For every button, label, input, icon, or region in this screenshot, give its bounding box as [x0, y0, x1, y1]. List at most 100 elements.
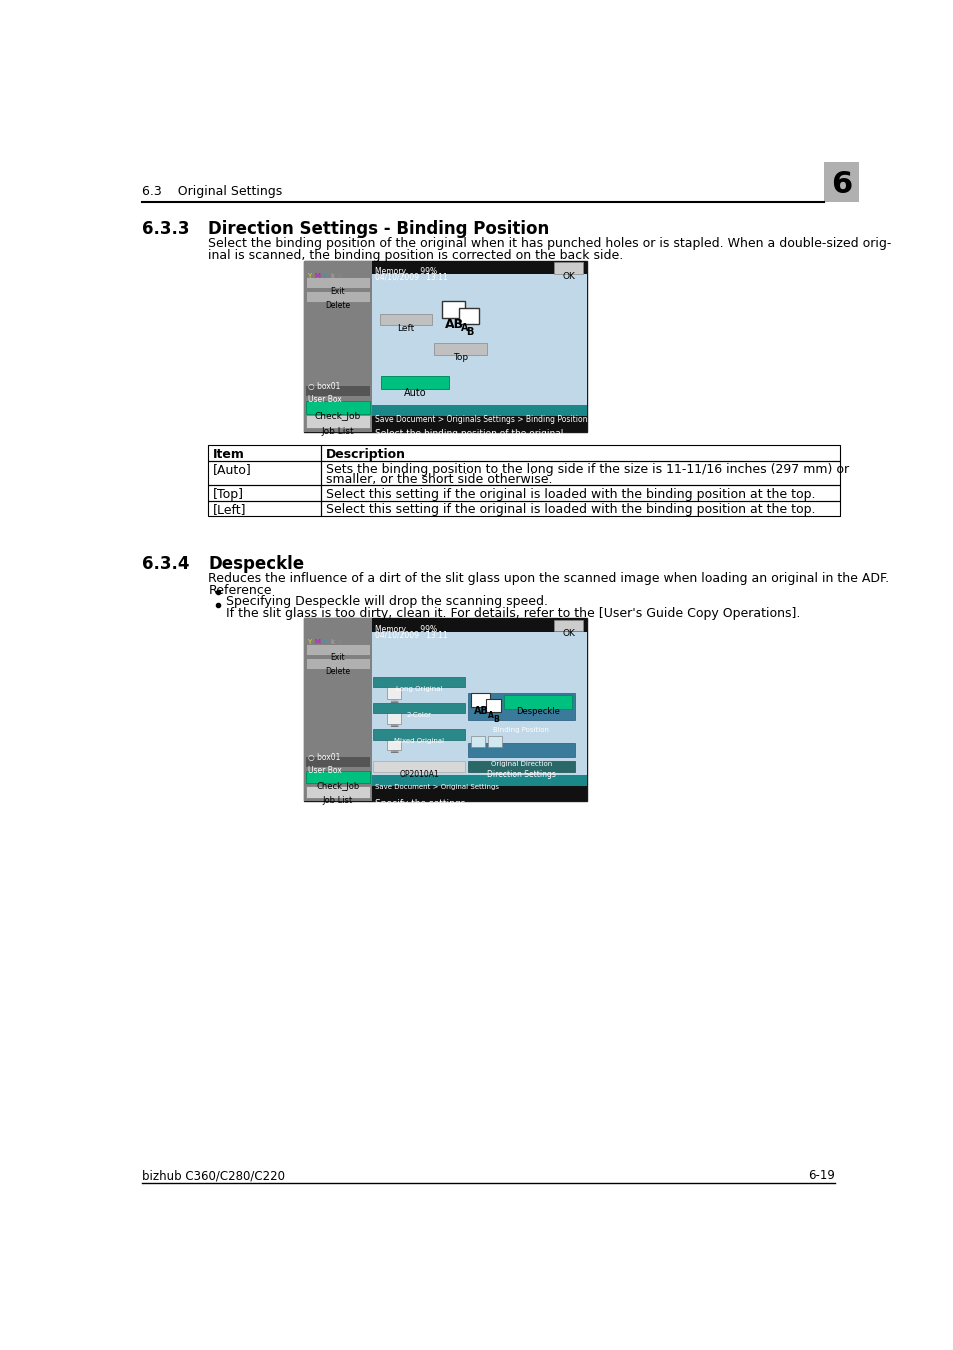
Bar [471, 736, 484, 747]
Text: Long Original: Long Original [395, 686, 442, 691]
Bar [468, 761, 575, 772]
Text: Exit: Exit [330, 653, 345, 663]
Text: ══: ══ [390, 698, 398, 703]
Bar [320, 446, 840, 460]
Text: Exit: Exit [330, 286, 345, 296]
Text: Sets the binding position to the long side if the size is 11-11/16 inches (297 m: Sets the binding position to the long si… [326, 463, 848, 477]
Text: ○ box01: ○ box01 [308, 382, 340, 391]
Text: 6: 6 [830, 170, 851, 198]
Bar [372, 618, 586, 632]
Text: ○ box01: ○ box01 [308, 753, 340, 763]
Text: k: k [331, 640, 335, 645]
Bar [306, 657, 369, 668]
Text: Reference: Reference [208, 585, 272, 597]
Text: [Top]: [Top] [213, 487, 244, 501]
Text: Top: Top [453, 352, 467, 362]
Bar [306, 401, 369, 414]
Bar [320, 460, 840, 486]
Text: [Auto]: [Auto] [213, 463, 252, 477]
Text: Job List: Job List [321, 427, 354, 436]
Bar [306, 290, 369, 302]
Bar [208, 446, 320, 460]
Bar [303, 261, 586, 432]
Text: Select the binding position of the original when it has punched holes or is stap: Select the binding position of the origi… [208, 238, 891, 251]
Bar [372, 416, 586, 432]
Bar [387, 686, 401, 699]
Text: Binding Position: Binding Position [493, 728, 549, 733]
Text: ══: ══ [390, 722, 398, 729]
Text: k: k [331, 273, 335, 279]
Text: Y: Y [307, 640, 311, 645]
Text: Check_Job: Check_Job [315, 782, 359, 791]
Text: Select this setting if the original is loaded with the binding position at the t: Select this setting if the original is l… [326, 504, 815, 516]
Bar [320, 501, 840, 516]
Bar [208, 486, 320, 501]
Text: Y: Y [307, 273, 311, 279]
Text: Memory      99%: Memory 99% [375, 267, 436, 277]
Text: 04/10/2009   13:11: 04/10/2009 13:11 [375, 630, 447, 639]
Text: Item: Item [213, 448, 245, 460]
Text: Reduces the influence of a dirt of the slit glass upon the scanned image when lo: Reduces the influence of a dirt of the s… [208, 571, 888, 585]
Bar [471, 694, 489, 707]
Bar [441, 301, 464, 319]
Text: 6-19: 6-19 [807, 1169, 835, 1183]
Text: Direction Settings: Direction Settings [487, 771, 556, 779]
Text: k: k [337, 273, 341, 279]
Text: M: M [314, 273, 320, 279]
Bar [303, 618, 372, 801]
Text: A: A [460, 323, 468, 333]
Text: OK: OK [561, 629, 575, 639]
Text: Memory      99%: Memory 99% [375, 625, 436, 633]
Bar [554, 262, 583, 274]
Text: Description: Description [326, 448, 406, 460]
Bar [434, 343, 486, 355]
Bar [306, 786, 369, 798]
Bar [503, 695, 571, 709]
Text: Despeckle: Despeckle [208, 555, 304, 572]
Bar [303, 618, 586, 801]
Text: Delete: Delete [325, 301, 350, 309]
Text: [Left]: [Left] [213, 504, 246, 516]
Bar [373, 678, 464, 687]
Text: 04/10/2009   13:11: 04/10/2009 13:11 [375, 273, 447, 282]
Bar [306, 386, 369, 396]
Bar [208, 501, 320, 516]
Text: Save Document > Originals Settings > Binding Position: Save Document > Originals Settings > Bin… [375, 414, 587, 424]
Bar [468, 693, 575, 721]
Text: B: B [493, 716, 498, 724]
Bar [381, 377, 449, 389]
Bar [485, 699, 500, 711]
Text: ══: ══ [390, 749, 398, 755]
Bar [306, 277, 369, 289]
Text: Specify the settings.: Specify the settings. [375, 799, 468, 807]
Text: c: c [323, 273, 327, 279]
Bar [306, 757, 369, 767]
Text: Specifying Despeckle will drop the scanning speed.: Specifying Despeckle will drop the scann… [226, 595, 548, 608]
Bar [458, 308, 478, 324]
Text: Original Direction: Original Direction [491, 761, 552, 767]
Bar [303, 261, 372, 432]
Text: User Box: User Box [308, 394, 342, 404]
Bar [379, 313, 432, 325]
Bar [372, 775, 586, 786]
Text: Left: Left [397, 324, 415, 332]
Text: OP2010A1: OP2010A1 [399, 771, 438, 779]
Text: Delete: Delete [325, 667, 350, 676]
Text: bizhub C360/C280/C220: bizhub C360/C280/C220 [142, 1169, 285, 1183]
Bar [372, 786, 586, 801]
Text: Select this setting if the original is loaded with the binding position at the t: Select this setting if the original is l… [326, 487, 815, 501]
Bar [208, 460, 320, 486]
Bar [488, 736, 501, 747]
Text: AB: AB [474, 706, 489, 717]
Bar [372, 632, 586, 786]
Bar [306, 416, 369, 428]
Text: inal is scanned, the binding position is corrected on the back side.: inal is scanned, the binding position is… [208, 248, 623, 262]
Text: Save Document > Original Settings: Save Document > Original Settings [375, 784, 498, 790]
Text: 6.3.4: 6.3.4 [142, 555, 190, 572]
Bar [372, 405, 586, 416]
Text: Auto: Auto [403, 387, 426, 398]
Text: M: M [314, 640, 320, 645]
Bar [554, 620, 583, 630]
Bar [373, 729, 464, 740]
Text: 6.3    Original Settings: 6.3 Original Settings [142, 185, 282, 198]
